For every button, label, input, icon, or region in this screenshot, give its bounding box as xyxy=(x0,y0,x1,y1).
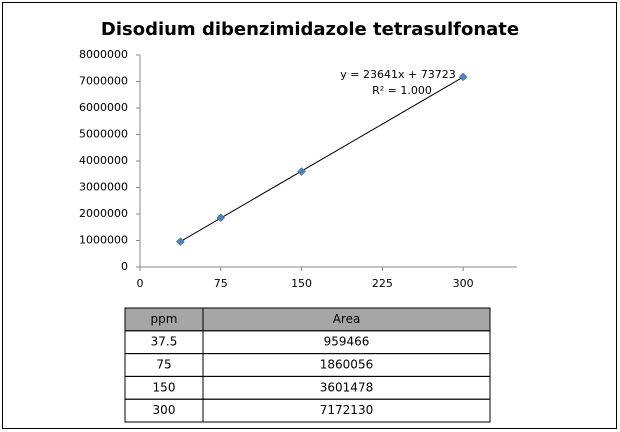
data-point xyxy=(216,213,226,223)
table-cell: 7172130 xyxy=(320,403,373,417)
table-header: Area xyxy=(333,312,361,326)
table-cell: 300 xyxy=(153,403,176,417)
y-tick-label: 1000000 xyxy=(79,234,128,247)
r-squared: R² = 1.000 xyxy=(372,84,432,97)
x-tick-label: 225 xyxy=(372,277,393,290)
table-row xyxy=(124,398,491,423)
x-tick-label: 0 xyxy=(137,277,144,290)
table-cell: 3601478 xyxy=(320,380,373,394)
x-tick-label: 300 xyxy=(453,277,474,290)
data-point xyxy=(458,72,468,82)
y-tick-label: 4000000 xyxy=(79,154,128,167)
data-point xyxy=(176,237,185,246)
y-tick-label: 5000000 xyxy=(79,128,128,141)
table-cell: 37.5 xyxy=(151,335,178,349)
data-point xyxy=(297,167,306,176)
table-header: ppm xyxy=(151,312,178,326)
trendline-equation: y = 23641x + 73723 xyxy=(340,68,455,81)
y-tick-label: 8000000 xyxy=(79,48,128,61)
table-cell: 75 xyxy=(156,358,171,372)
trendline xyxy=(180,76,464,242)
chart-title: Disodium dibenzimidazole tetrasulfonate xyxy=(101,19,519,40)
table-header-bg xyxy=(124,307,491,332)
y-tick-label: 7000000 xyxy=(79,75,128,88)
y-tick-label: 6000000 xyxy=(79,101,128,114)
y-tick-label: 2000000 xyxy=(79,207,128,220)
table-cell: 150 xyxy=(153,380,176,394)
y-tick-label: 3000000 xyxy=(79,181,128,194)
y-tick-label: 0 xyxy=(121,260,128,273)
table-cell: 959466 xyxy=(324,335,370,349)
table-cell: 1860056 xyxy=(320,358,373,372)
x-tick-label: 150 xyxy=(291,277,312,290)
x-tick-label: 75 xyxy=(214,277,228,290)
